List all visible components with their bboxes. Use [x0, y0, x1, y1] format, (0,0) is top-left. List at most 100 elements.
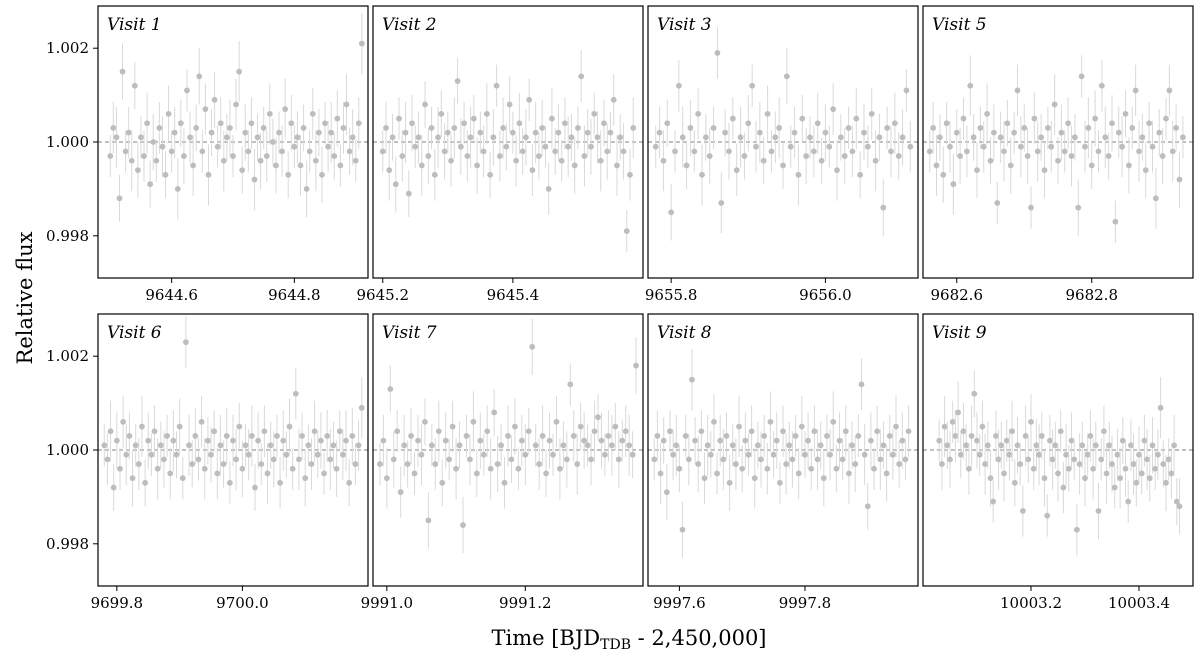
data-point — [1048, 143, 1055, 150]
data-point — [702, 134, 709, 141]
data-point — [380, 437, 387, 444]
data-point — [245, 451, 252, 458]
data-point — [138, 134, 144, 141]
data-point — [358, 40, 365, 47]
data-point — [187, 134, 193, 141]
data-point — [933, 162, 940, 169]
data-point — [772, 134, 779, 141]
data-point — [260, 125, 267, 131]
data-point — [525, 428, 532, 435]
data-point — [1149, 143, 1156, 150]
data-point — [328, 129, 335, 136]
x-tick-label: 10003.4 — [1108, 594, 1170, 612]
data-point — [1090, 465, 1096, 472]
data-point — [321, 470, 327, 477]
data-point — [834, 167, 840, 174]
data-point — [874, 428, 881, 435]
data-point — [891, 120, 898, 127]
data-point — [217, 120, 224, 127]
x-axis-title-tail: - 2,450,000] — [631, 626, 767, 650]
data-point — [248, 120, 255, 127]
y-tick-label: 1.002 — [46, 39, 89, 57]
data-point — [602, 451, 608, 458]
data-point — [1028, 204, 1034, 211]
data-point — [144, 120, 150, 127]
data-point — [745, 120, 752, 127]
data-point — [710, 125, 717, 131]
data-point — [255, 437, 262, 444]
data-point — [198, 418, 205, 425]
data-point — [113, 134, 120, 141]
data-point — [411, 470, 418, 477]
data-point — [949, 418, 956, 425]
data-point — [470, 115, 477, 122]
data-point — [405, 190, 412, 197]
data-point — [571, 162, 578, 169]
data-point — [220, 157, 227, 164]
data-point — [994, 200, 1001, 206]
data-point — [998, 442, 1005, 449]
data-point — [824, 433, 830, 439]
data-point — [110, 125, 117, 131]
data-point — [248, 433, 255, 439]
data-point — [619, 437, 626, 444]
data-point — [490, 134, 497, 141]
data-point — [292, 390, 299, 397]
data-point — [126, 433, 133, 439]
visit-label: Visit 5 — [932, 15, 987, 35]
data-point — [1157, 404, 1164, 411]
panel-visit-8: Visit 8 9997.6 9997.8 — [647, 313, 919, 612]
data-point — [936, 134, 943, 141]
data-point — [505, 433, 511, 439]
data-point — [134, 167, 141, 174]
data-point — [679, 526, 686, 533]
data-point — [652, 143, 659, 150]
data-point — [131, 82, 138, 89]
data-point — [1169, 148, 1176, 155]
data-point — [598, 437, 605, 444]
data-point — [822, 129, 829, 136]
data-point — [383, 475, 390, 482]
data-point — [306, 148, 313, 155]
data-point — [852, 461, 859, 467]
data-point — [691, 148, 698, 155]
data-point — [675, 82, 682, 89]
panel-frame — [922, 313, 1194, 587]
data-point — [871, 465, 877, 472]
data-point — [346, 479, 353, 486]
data-point — [773, 437, 780, 444]
data-point — [205, 171, 212, 178]
data-point — [955, 409, 961, 416]
data-point — [748, 428, 755, 435]
data-point — [394, 428, 401, 435]
data-point — [549, 115, 555, 122]
data-point — [192, 433, 199, 439]
data-point — [660, 437, 667, 444]
data-point — [967, 82, 974, 89]
data-point — [789, 456, 796, 463]
y-tick-label: 0.998 — [46, 535, 89, 553]
data-point — [300, 125, 307, 131]
data-point — [1105, 153, 1112, 159]
data-point — [389, 134, 396, 141]
data-point — [184, 87, 190, 94]
data-point — [607, 129, 614, 136]
data-point — [487, 171, 494, 178]
data-point — [542, 143, 549, 150]
data-point — [798, 423, 805, 430]
data-point — [754, 442, 761, 449]
data-point — [536, 461, 543, 467]
data-point — [349, 433, 356, 439]
data-point — [463, 433, 470, 439]
data-point — [343, 101, 350, 108]
panel-frame — [372, 313, 644, 587]
data-point — [827, 451, 833, 458]
data-point — [508, 456, 515, 463]
data-point — [449, 423, 456, 430]
data-point — [984, 110, 991, 117]
data-point — [1102, 134, 1109, 141]
data-point — [1166, 87, 1173, 94]
data-point — [1156, 129, 1163, 136]
data-point — [817, 442, 824, 449]
panel-visit-1: Visit 1 9644.6 9644.8 0.998 1.000 1.002 — [46, 5, 369, 304]
